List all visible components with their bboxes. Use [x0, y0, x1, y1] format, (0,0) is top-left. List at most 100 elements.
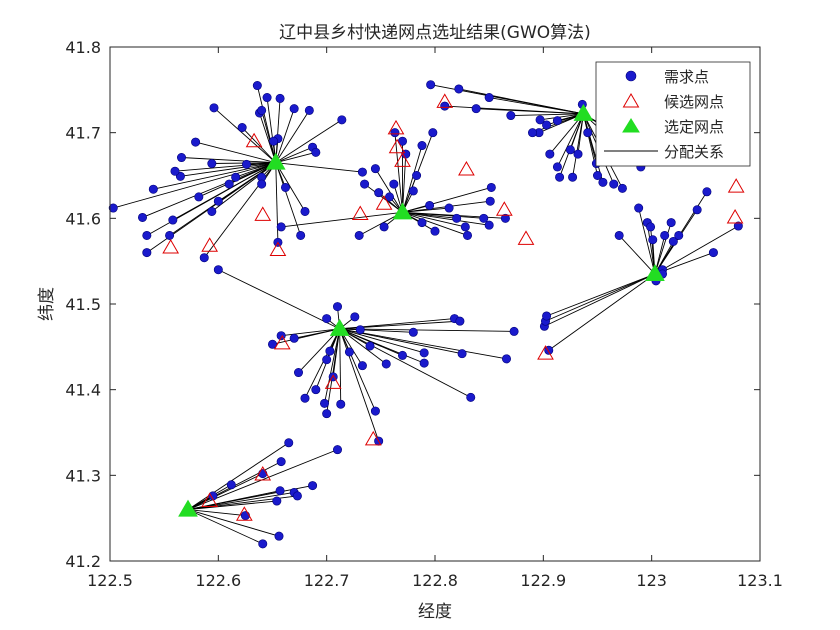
- demand-point: [444, 203, 454, 213]
- demand-point: [419, 348, 429, 358]
- legend-selected-label: 选定网点: [664, 118, 724, 136]
- demand-point: [199, 253, 209, 263]
- demand-point: [471, 104, 481, 114]
- candidate-site: [201, 492, 219, 508]
- demand-point: [374, 188, 384, 198]
- demand-point: [242, 159, 252, 169]
- demand-point: [165, 230, 175, 240]
- assignment-line: [298, 328, 340, 373]
- demand-point: [417, 141, 427, 151]
- demand-point: [267, 339, 277, 349]
- demand-point: [142, 230, 152, 240]
- demand-point: [500, 213, 510, 223]
- selected-site: [645, 264, 665, 282]
- assignment-line: [540, 113, 584, 121]
- assignment-line: [544, 273, 656, 327]
- demand-point: [177, 153, 187, 163]
- assignment-line: [142, 162, 276, 218]
- demand-point: [660, 230, 670, 240]
- demand-point: [646, 222, 656, 232]
- assignment-line: [275, 151, 316, 164]
- demand-point: [292, 491, 302, 501]
- assignment-line: [402, 154, 407, 213]
- demand-point: [425, 200, 435, 210]
- assignment-line: [213, 107, 277, 163]
- demand-point: [614, 230, 624, 240]
- assignment-line: [187, 442, 289, 510]
- assignment-line: [181, 157, 276, 164]
- demand-point: [311, 385, 321, 395]
- demand-point: [583, 128, 593, 138]
- assignment-line: [646, 222, 656, 275]
- legend-demand-label: 需求点: [664, 68, 709, 86]
- demand-point: [207, 159, 217, 169]
- demand-point: [293, 368, 303, 378]
- demand-point: [485, 196, 495, 206]
- demand-point: [280, 182, 290, 192]
- demand-point: [336, 399, 346, 409]
- assignment-line: [402, 211, 466, 228]
- demand-point: [322, 314, 332, 324]
- demand-point: [322, 355, 332, 365]
- demand-point: [332, 302, 342, 312]
- demand-point: [240, 511, 250, 521]
- demand-point: [168, 215, 178, 225]
- demand-point: [555, 172, 565, 182]
- x-tick-label: 122.8: [412, 571, 458, 590]
- demand-point: [269, 136, 279, 146]
- legend-candidate-marker: [622, 92, 640, 108]
- demand-point: [289, 104, 299, 114]
- demand-point: [350, 312, 360, 322]
- assignment-line: [275, 119, 343, 164]
- y-axis-ticks: 41.2 41.3 41.4 41.5 41.6 41.7 41.8: [65, 38, 760, 571]
- demand-point: [325, 346, 335, 356]
- demand-point: [354, 230, 364, 240]
- candidate-site: [517, 230, 535, 245]
- candidate-site: [727, 178, 745, 193]
- assignment-line: [548, 273, 656, 351]
- assignment-line: [195, 141, 276, 164]
- candidate-site: [269, 241, 287, 257]
- legend-selected-marker: [622, 118, 640, 133]
- x-tick-label: 122.5: [87, 571, 133, 590]
- demand-point: [598, 177, 608, 187]
- demand-point: [542, 311, 552, 321]
- demand-point: [484, 93, 494, 103]
- assignment-line: [272, 328, 340, 345]
- demand-point: [565, 145, 575, 155]
- assignment-line: [546, 273, 656, 317]
- assignment-line: [339, 328, 425, 354]
- demand-point: [428, 128, 438, 138]
- demand-point: [455, 316, 465, 326]
- demand-point: [702, 187, 712, 197]
- demand-point: [412, 171, 422, 181]
- assignment-line: [394, 132, 403, 213]
- demand-point: [276, 457, 286, 467]
- assignment-line: [572, 113, 584, 178]
- selected-site: [265, 152, 286, 170]
- demand-point: [692, 205, 702, 215]
- demand-point: [501, 354, 511, 364]
- demand-point: [289, 333, 299, 343]
- y-tick-label: 41.6: [65, 209, 101, 228]
- assignment-line: [339, 328, 376, 412]
- demand-point: [535, 115, 545, 125]
- candidate-site: [235, 506, 253, 521]
- demand-point: [426, 80, 436, 90]
- demand-point: [142, 248, 152, 258]
- demand-point: [231, 172, 241, 182]
- demand-point: [379, 222, 389, 232]
- demand-point: [506, 111, 516, 121]
- demand-point: [552, 162, 562, 172]
- assignment-line: [654, 222, 672, 275]
- candidate-site: [458, 161, 475, 176]
- demand-point: [322, 409, 332, 419]
- assignment-line: [174, 162, 276, 172]
- demand-point: [304, 105, 314, 115]
- assignment-line: [638, 207, 656, 275]
- demand-point: [542, 120, 552, 130]
- x-axis-ticks: 122.5 122.6 122.7 122.8 122.9 123 123.1: [87, 47, 783, 590]
- demand-point: [311, 147, 321, 157]
- demand-point: [237, 123, 247, 133]
- demand-point: [733, 221, 743, 231]
